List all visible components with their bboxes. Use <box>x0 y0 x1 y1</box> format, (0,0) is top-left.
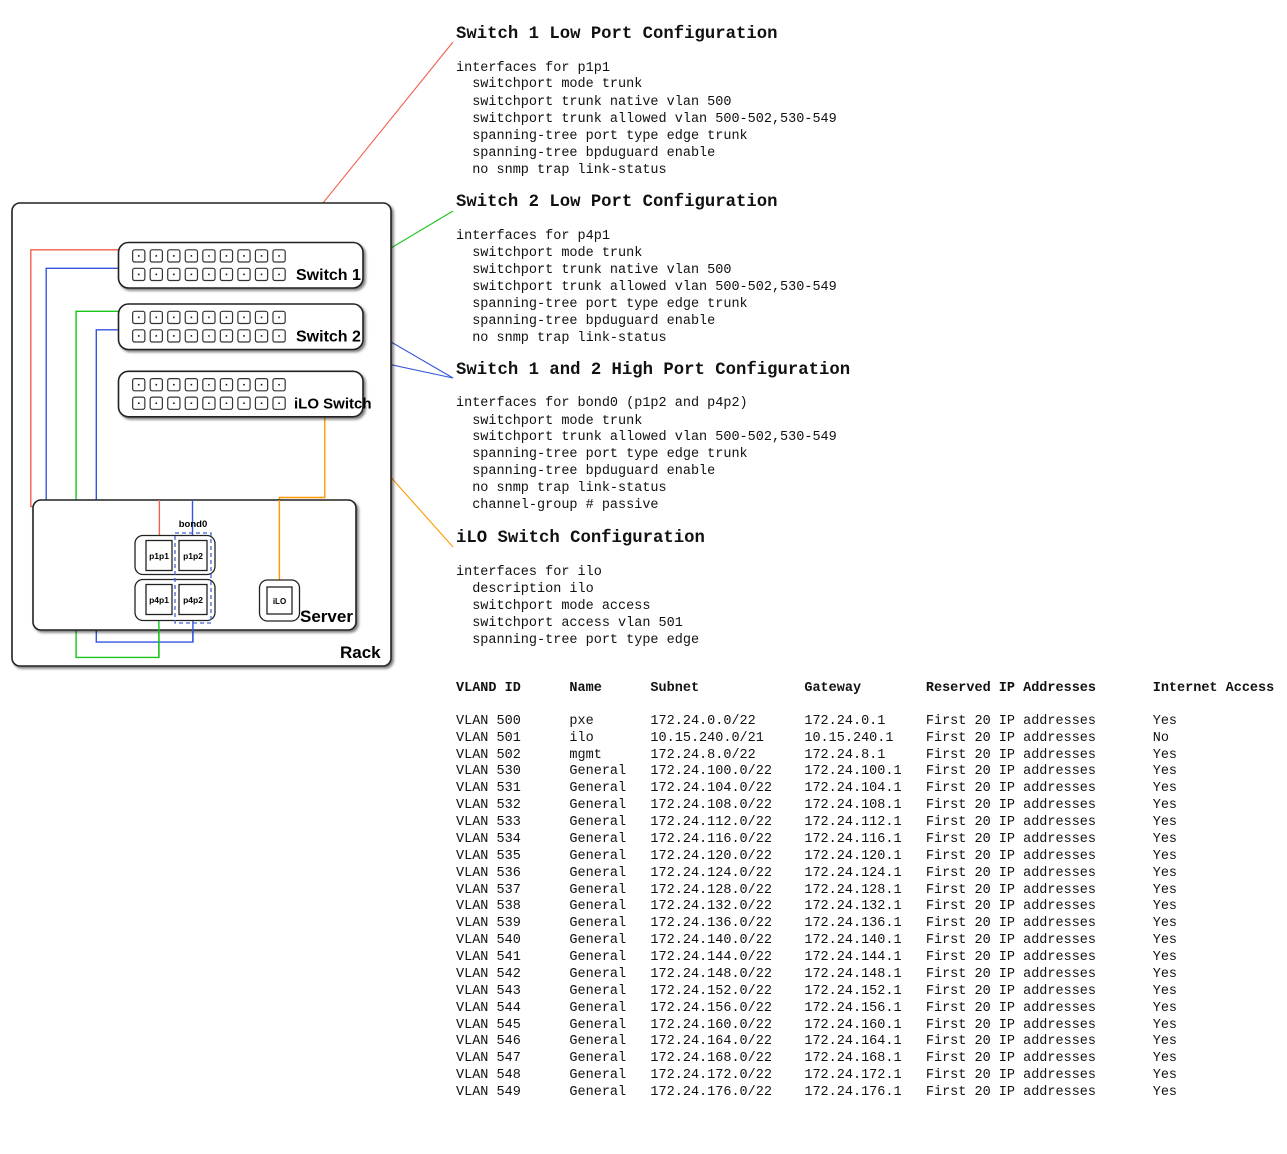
svg-text:Server: Server <box>300 607 353 626</box>
svg-text:p1p1: p1p1 <box>149 551 169 561</box>
svg-text:p1p2: p1p2 <box>183 551 203 561</box>
svg-text:iLO: iLO <box>273 597 286 606</box>
svg-text:Switch 2: Switch 2 <box>296 329 361 346</box>
svg-text:p4p2: p4p2 <box>183 595 203 605</box>
svg-text:Rack: Rack <box>340 643 381 662</box>
svg-text:bond0: bond0 <box>179 519 208 530</box>
svg-text:Switch 1: Switch 1 <box>296 267 361 284</box>
svg-text:p4p1: p4p1 <box>149 595 169 605</box>
svg-text:iLO Switch: iLO Switch <box>294 396 372 413</box>
